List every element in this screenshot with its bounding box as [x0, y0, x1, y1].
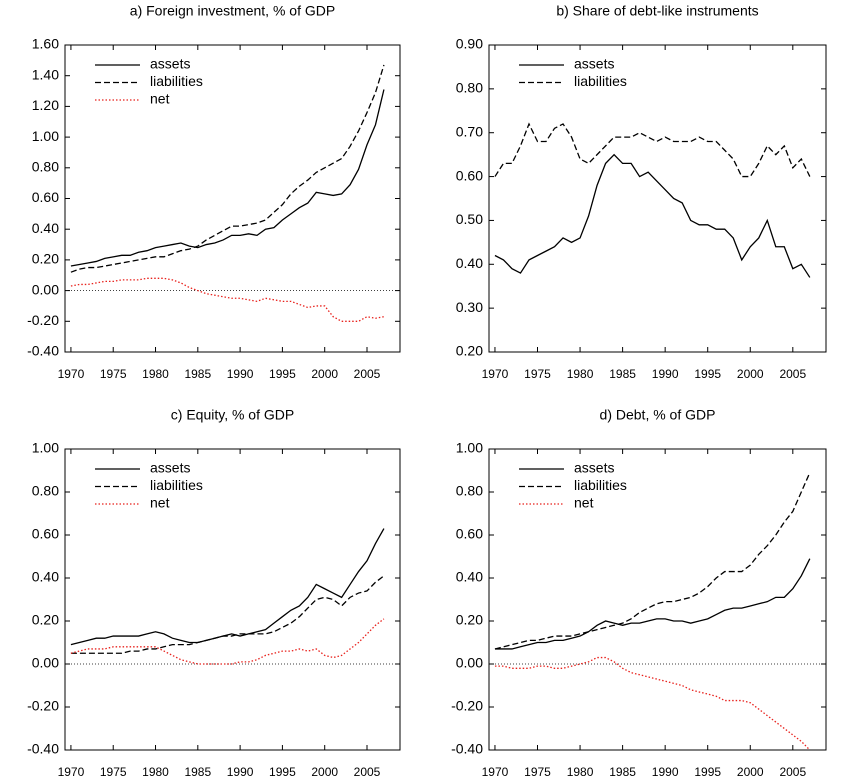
series-line: [70, 618, 385, 665]
x-tick-label: 1995: [694, 367, 721, 381]
x-tick-label: 1980: [142, 765, 169, 779]
y-tick-label: 0.00: [456, 655, 483, 671]
y-tick-label: 1.00: [32, 440, 59, 456]
y-tick-label: 0.40: [456, 255, 483, 271]
x-tick-label: 1980: [567, 765, 594, 779]
x-tick-label: 1995: [269, 765, 296, 779]
y-tick-label: 0.80: [32, 159, 59, 175]
x-tick-label: 2005: [779, 765, 806, 779]
y-tick-label: -0.20: [27, 312, 59, 328]
x-tick-label: 2000: [737, 765, 764, 779]
x-tick-label: 1980: [567, 367, 594, 381]
x-tick-label: 1990: [227, 367, 254, 381]
x-tick-label: 1985: [609, 367, 636, 381]
x-tick-label: 1975: [524, 765, 551, 779]
series-line: [70, 575, 385, 654]
x-tick-label: 1990: [227, 765, 254, 779]
y-tick-label: 0.20: [32, 612, 59, 628]
x-tick-label: 1975: [100, 367, 127, 381]
panel-title: d) Debt, % of GDP: [600, 407, 716, 423]
series-line: [70, 277, 385, 322]
series-line: [70, 528, 385, 646]
y-tick-label: 0.60: [32, 526, 59, 542]
legend-label: net: [150, 91, 170, 107]
legend-label: assets: [150, 460, 190, 476]
y-tick-label: 0.00: [32, 655, 59, 671]
y-tick-label: 0.70: [456, 123, 483, 139]
plot-frame: [64, 44, 401, 353]
x-tick-label: 1990: [652, 367, 679, 381]
plot-frame: [488, 448, 827, 751]
x-tick-label: 2000: [737, 367, 764, 381]
x-tick-label: 2000: [311, 765, 338, 779]
x-tick-label: 1995: [269, 367, 296, 381]
y-tick-label: 0.20: [32, 251, 59, 267]
y-tick-label: -0.40: [27, 343, 59, 359]
x-tick-label: 1970: [482, 367, 509, 381]
x-tick-label: 1990: [652, 765, 679, 779]
legend-label: assets: [574, 460, 614, 476]
legend-label: liabilities: [574, 477, 627, 493]
y-tick-label: -0.40: [451, 741, 483, 757]
y-tick-label: 1.40: [32, 66, 59, 82]
x-tick-label: 2005: [354, 765, 381, 779]
x-tick-label: 1970: [482, 765, 509, 779]
x-tick-label: 1985: [184, 367, 211, 381]
x-tick-label: 2005: [779, 367, 806, 381]
y-tick-label: 0.60: [456, 526, 483, 542]
y-tick-label: 0.60: [456, 167, 483, 183]
x-tick-label: 1970: [58, 765, 85, 779]
x-tick-label: 1970: [58, 367, 85, 381]
legend-label: liabilities: [574, 73, 627, 89]
panel-title: c) Equity, % of GDP: [171, 407, 294, 423]
y-tick-label: 1.60: [32, 36, 59, 52]
y-tick-label: 0.30: [456, 299, 483, 315]
plot-frame: [488, 44, 827, 353]
y-tick-label: 0.60: [32, 189, 59, 205]
legend-label: assets: [150, 56, 190, 72]
series-line: [494, 153, 811, 278]
y-tick-label: 0.80: [32, 483, 59, 499]
x-tick-label: 1985: [609, 765, 636, 779]
x-tick-label: 1975: [524, 367, 551, 381]
y-tick-label: 0.80: [456, 80, 483, 96]
y-tick-label: 0.40: [32, 220, 59, 236]
series-line: [494, 122, 811, 178]
series-line: [70, 64, 385, 273]
series-line: [494, 656, 811, 751]
legend-label: liabilities: [150, 73, 203, 89]
x-tick-label: 2005: [354, 367, 381, 381]
y-tick-label: 1.00: [456, 440, 483, 456]
panel-title: a) Foreign investment, % of GDP: [130, 3, 335, 19]
x-tick-label: 2000: [311, 367, 338, 381]
plot-frame: [64, 448, 401, 751]
y-tick-label: 0.90: [456, 36, 483, 52]
y-tick-label: 0.40: [32, 569, 59, 585]
y-tick-label: 0.80: [456, 483, 483, 499]
x-tick-label: 1980: [142, 367, 169, 381]
y-tick-label: 1.20: [32, 97, 59, 113]
legend-label: net: [150, 495, 170, 511]
y-tick-label: 0.00: [32, 281, 59, 297]
series-line: [494, 472, 811, 650]
legend-label: liabilities: [150, 477, 203, 493]
legend-label: net: [574, 495, 594, 511]
y-tick-label: 0.50: [456, 211, 483, 227]
legend-label: assets: [574, 56, 614, 72]
panel-title: b) Share of debt-like instruments: [556, 3, 758, 19]
y-tick-label: 0.20: [456, 612, 483, 628]
y-tick-label: 0.20: [456, 343, 483, 359]
y-tick-label: -0.20: [27, 698, 59, 714]
x-tick-label: 1985: [184, 765, 211, 779]
y-tick-label: 0.40: [456, 569, 483, 585]
series-line: [494, 558, 811, 650]
y-tick-label: 1.00: [32, 128, 59, 144]
x-tick-label: 1995: [694, 765, 721, 779]
y-tick-label: -0.20: [451, 698, 483, 714]
series-line: [70, 89, 385, 267]
x-tick-label: 1975: [100, 765, 127, 779]
y-tick-label: -0.40: [27, 741, 59, 757]
